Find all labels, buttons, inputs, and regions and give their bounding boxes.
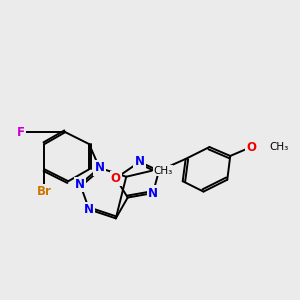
Text: O: O xyxy=(111,172,121,185)
Text: Br: Br xyxy=(37,185,52,198)
Text: N: N xyxy=(135,155,145,168)
Text: CH₃: CH₃ xyxy=(154,166,173,176)
Text: CH₃: CH₃ xyxy=(269,142,288,152)
Text: F: F xyxy=(17,126,25,139)
Text: O: O xyxy=(246,140,256,154)
Text: N: N xyxy=(75,178,85,191)
Text: N: N xyxy=(84,203,94,216)
Text: N: N xyxy=(94,161,104,174)
Text: N: N xyxy=(148,187,158,200)
